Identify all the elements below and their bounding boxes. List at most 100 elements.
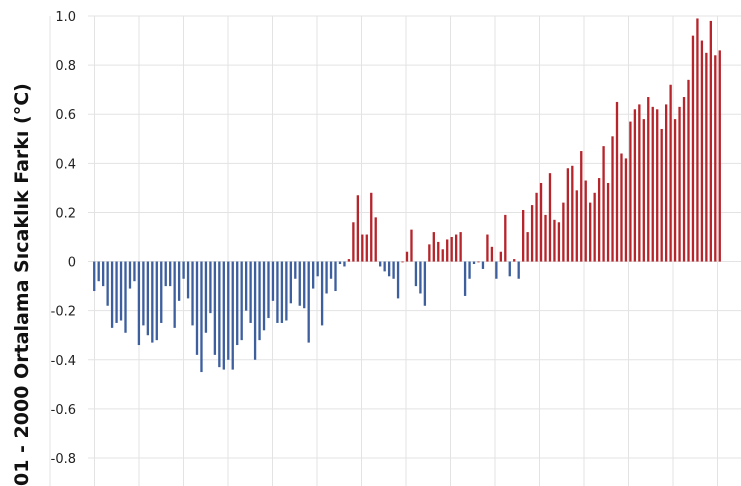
bar-negative	[209, 261, 212, 314]
bar-negative	[298, 261, 301, 306]
bar-negative	[155, 261, 158, 341]
bar-negative	[110, 261, 114, 328]
bar-negative	[396, 261, 400, 299]
bar-negative	[312, 261, 315, 289]
bar-positive	[374, 217, 377, 262]
y-tick-label: 0.4	[55, 157, 76, 172]
bar-negative	[414, 261, 418, 287]
bar-positive	[544, 214, 547, 262]
bar-positive	[633, 109, 637, 262]
bar-positive	[714, 55, 717, 262]
bar-negative	[186, 261, 190, 299]
y-axis-tick-labels: 1.0 0.8 0.6 0.4 0.2 0 -0.2 -0.4 -0.6 -0.8	[51, 10, 76, 467]
bar-positive	[437, 241, 440, 262]
bar-negative	[338, 261, 342, 265]
bar-negative	[218, 261, 221, 368]
bar-negative	[258, 261, 261, 341]
bar-positive	[486, 234, 489, 262]
bar-positive	[347, 259, 351, 262]
bar-negative	[137, 261, 141, 346]
bar-positive	[718, 50, 721, 262]
bar-negative	[329, 261, 333, 279]
bar-positive	[580, 151, 583, 262]
bar-negative	[495, 261, 498, 279]
bar-negative	[128, 261, 132, 289]
bar-negative	[119, 261, 123, 321]
bar-negative	[146, 261, 150, 336]
bar-negative	[343, 261, 346, 267]
bar-positive	[606, 182, 610, 262]
bar-negative	[200, 261, 203, 373]
bar-negative	[124, 261, 127, 333]
vertical-gridlines	[49, 16, 718, 486]
bar-positive	[656, 109, 659, 262]
y-tick-label: 0	[68, 256, 76, 271]
bar-positive	[432, 232, 435, 262]
bar-positive	[705, 52, 708, 262]
bar-positive	[522, 209, 525, 262]
bar-positive	[700, 40, 704, 262]
bar-negative	[271, 261, 275, 301]
y-tick-label: 0.8	[55, 59, 76, 74]
bar-negative	[204, 261, 208, 333]
bar-positive	[682, 97, 686, 262]
bar-negative	[285, 261, 288, 321]
bar-positive	[624, 158, 628, 262]
bar-negative	[106, 261, 109, 306]
bar-positive	[566, 168, 570, 262]
bar-negative	[280, 261, 284, 323]
bar-positive	[405, 251, 409, 262]
bar-negative	[508, 261, 511, 277]
bar-positive	[687, 79, 690, 262]
bar-positive	[539, 182, 543, 262]
bar-negative	[383, 261, 386, 272]
bar-negative	[423, 261, 427, 306]
bar-negative	[325, 261, 328, 294]
y-tick-label: -0.4	[51, 354, 76, 369]
bar-positive	[441, 249, 444, 262]
bar-negative	[320, 261, 324, 326]
y-tick-label: -0.8	[51, 452, 76, 467]
bar-positive	[615, 101, 619, 262]
bar-negative	[307, 261, 310, 343]
bar-negative	[177, 261, 181, 301]
horizontal-gridlines	[88, 15, 741, 459]
bar-negative	[164, 261, 167, 287]
bar-negative	[173, 261, 176, 328]
bar-positive	[611, 136, 614, 262]
bar-positive	[450, 237, 453, 262]
bar-negative	[160, 261, 163, 323]
anomaly-bars	[93, 18, 721, 373]
bar-positive	[535, 192, 538, 262]
bar-negative	[151, 261, 154, 343]
bar-negative	[253, 261, 257, 360]
bar-positive	[651, 106, 654, 262]
bar-positive	[504, 214, 507, 262]
bar-positive	[575, 190, 578, 262]
bar-negative	[276, 261, 279, 323]
bar-negative	[316, 261, 319, 277]
bar-positive	[365, 234, 368, 262]
bar-negative	[334, 261, 337, 292]
bar-negative	[227, 261, 230, 360]
bar-positive	[548, 173, 552, 262]
bar-negative	[294, 261, 297, 279]
bar-positive	[696, 18, 699, 262]
bar-positive	[562, 202, 565, 262]
bar-negative	[115, 261, 118, 323]
bar-negative	[481, 261, 485, 269]
bar-negative	[231, 261, 234, 370]
bar-negative	[240, 261, 243, 341]
y-tick-label: -0.6	[51, 403, 76, 418]
bar-positive	[477, 261, 480, 263]
bar-negative	[142, 261, 145, 326]
bar-positive	[593, 192, 596, 262]
bar-negative	[468, 261, 471, 279]
bar-negative	[102, 261, 105, 287]
bar-negative	[419, 261, 422, 294]
bar-negative	[472, 261, 476, 265]
y-axis-label: 01 - 2000 Ortalama Sıcaklık Farkı (°C)	[11, 83, 33, 486]
bar-negative	[93, 261, 96, 292]
bar-positive	[642, 119, 645, 262]
bar-positive	[454, 234, 458, 262]
